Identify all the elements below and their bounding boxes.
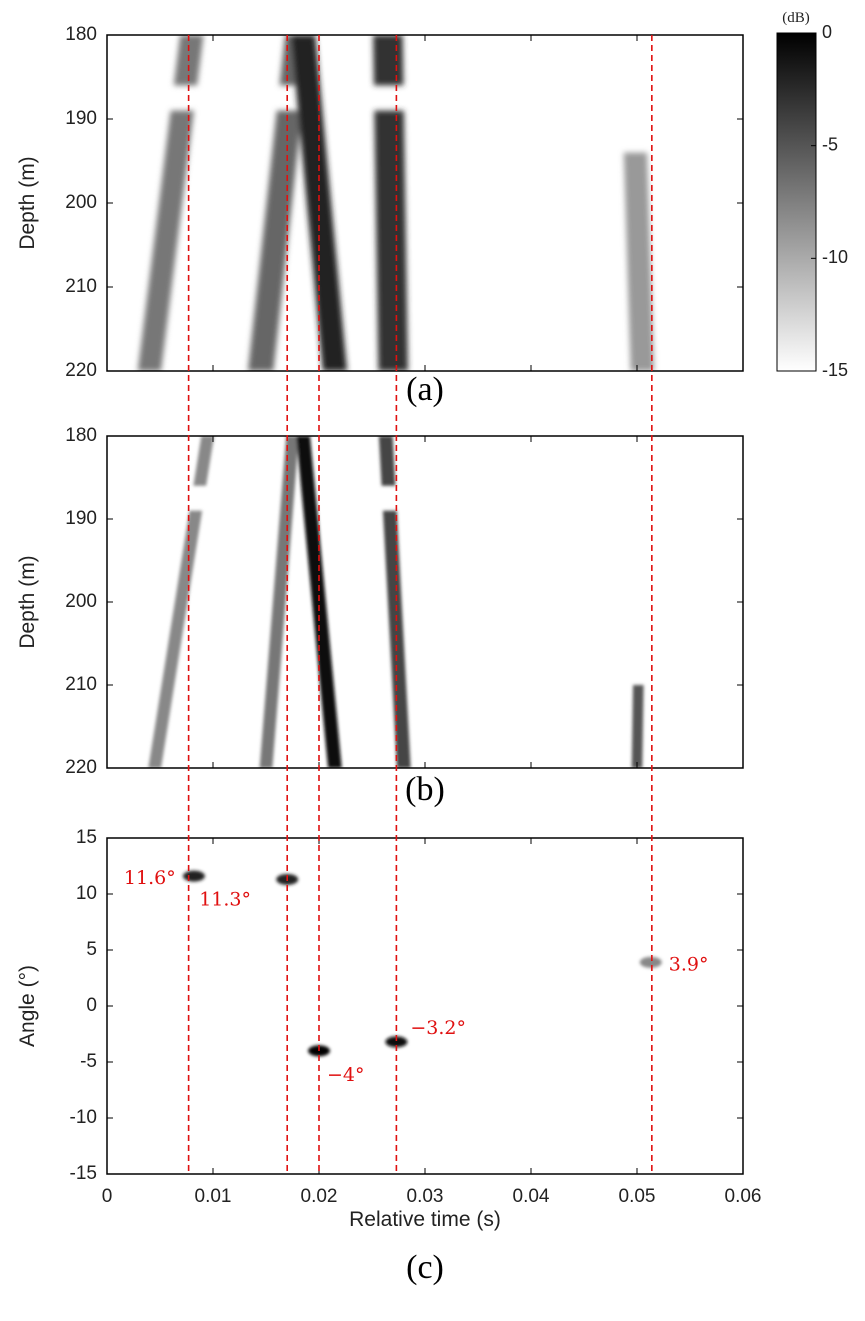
panel-c-ytick-2: 5 (86, 939, 97, 960)
panel-c-xlabel: Relative time (s) (349, 1208, 501, 1231)
panel-a-y-ticks: 180 190 200 210 220 (65, 24, 743, 381)
colorbar-tick-1: -5 (822, 134, 838, 154)
panel-b-track-1-seg-0 (259, 436, 299, 768)
colorbar-unit: (dB) (782, 10, 810, 26)
panel-b-ytick-0: 180 (65, 425, 97, 446)
panel-c-ytick-1: 10 (76, 883, 97, 904)
panel-b: 180 190 200 210 220 Depth (m) (b) (16, 425, 744, 808)
panel-c-annotation-1: 11.3° (199, 888, 251, 910)
panel-a-ytick-0: 180 (65, 24, 97, 45)
panel-c-annotation-0: 11.6° (124, 867, 176, 889)
panel-c-peak-0 (182, 870, 205, 882)
panel-a-ytick-1: 190 (65, 108, 97, 129)
panel-c-ytick-0: 15 (76, 827, 97, 848)
colorbar-ticks: 0 -5 -10 -15 (811, 22, 848, 380)
panel-a-track-3-seg-0 (373, 35, 404, 86)
panel-c-annotation-4: 3.9° (669, 953, 709, 975)
panel-c-peak-3 (385, 1036, 408, 1048)
panel-c-x-ticks: 0 0.01 0.02 0.03 0.04 0.05 0.06 (102, 838, 762, 1207)
colorbar-gradient (776, 32, 817, 372)
panel-b-label: (b) (405, 771, 445, 808)
colorbar-tick-2: -10 (822, 247, 848, 267)
panel-a-track-3-seg-1 (374, 110, 409, 371)
panel-c-annotations: 11.6° 11.3° −4° −3.2° 3.9° (124, 867, 709, 1086)
panel-c-label: (c) (406, 1249, 444, 1286)
panel-a-ytick-3: 210 (65, 276, 97, 297)
panel-c-annotation-3: −3.2° (410, 1017, 466, 1039)
panel-a: 180 190 200 210 220 Depth (m) (a) (16, 24, 744, 408)
panel-c-ylabel: Angle (°) (16, 965, 39, 1047)
panel-a-track-4-seg-0 (623, 152, 654, 371)
panel-c-xtick-5: 0.05 (619, 1186, 656, 1207)
panel-b-ytick-2: 200 (65, 591, 97, 612)
panel-a-track-0-seg-1 (137, 110, 194, 371)
panel-a-ytick-2: 200 (65, 192, 97, 213)
panel-c-annotation-2: −4° (327, 1064, 365, 1086)
panel-c-ytick-3: 0 (86, 995, 97, 1016)
panel-b-y-ticks: 180 190 200 210 220 (65, 425, 743, 778)
panel-c-ytick-6: -15 (70, 1163, 97, 1184)
panel-c-peak-4 (639, 956, 662, 968)
panel-a-ylabel: Depth (m) (16, 156, 39, 249)
panel-c-y-ticks: 15 10 5 0 -5 -10 -15 (70, 827, 743, 1184)
panel-b-ytick-4: 220 (65, 757, 97, 778)
panel-b-track-3-seg-0 (378, 436, 396, 486)
panel-c-xtick-1: 0.01 (195, 1186, 232, 1207)
panel-b-ylabel: Depth (m) (16, 555, 39, 648)
panel-a-ytick-4: 220 (65, 360, 97, 381)
panel-c-xtick-4: 0.04 (513, 1186, 550, 1207)
panel-c-xtick-2: 0.02 (301, 1186, 338, 1207)
panel-a-label: (a) (406, 371, 444, 408)
panel-b-track-0-seg-0 (193, 436, 215, 486)
panel-b-ytick-3: 210 (65, 674, 97, 695)
panel-c-ytick-5: -10 (70, 1107, 97, 1128)
panel-c-xtick-0: 0 (102, 1186, 113, 1207)
panel-c-xtick-6: 0.06 (725, 1186, 762, 1207)
panel-b-track-0-seg-1 (148, 510, 203, 768)
reference-lines (187, 35, 653, 1174)
panel-a-track-2-seg-0 (290, 35, 348, 371)
panel-b-track-2-seg-0 (296, 436, 342, 768)
panel-c: 15 10 5 0 -5 -10 -15 0 0.01 0.02 0.03 0.04 0.05 0.06… (16, 827, 761, 1286)
panel-a-track-1-seg-1 (247, 110, 303, 371)
panel-b-ytick-1: 190 (65, 508, 97, 529)
panel-b-track-4-seg-0 (631, 685, 644, 768)
colorbar-tick-3: -15 (822, 360, 848, 380)
panel-c-ytick-4: -5 (80, 1051, 97, 1072)
panel-c-xtick-3: 0.03 (407, 1186, 444, 1207)
colorbar-tick-0: 0 (822, 22, 832, 42)
colorbar: (dB) 0 -5 -10 -15 (776, 10, 848, 380)
panel-a-heatmap (137, 35, 654, 371)
